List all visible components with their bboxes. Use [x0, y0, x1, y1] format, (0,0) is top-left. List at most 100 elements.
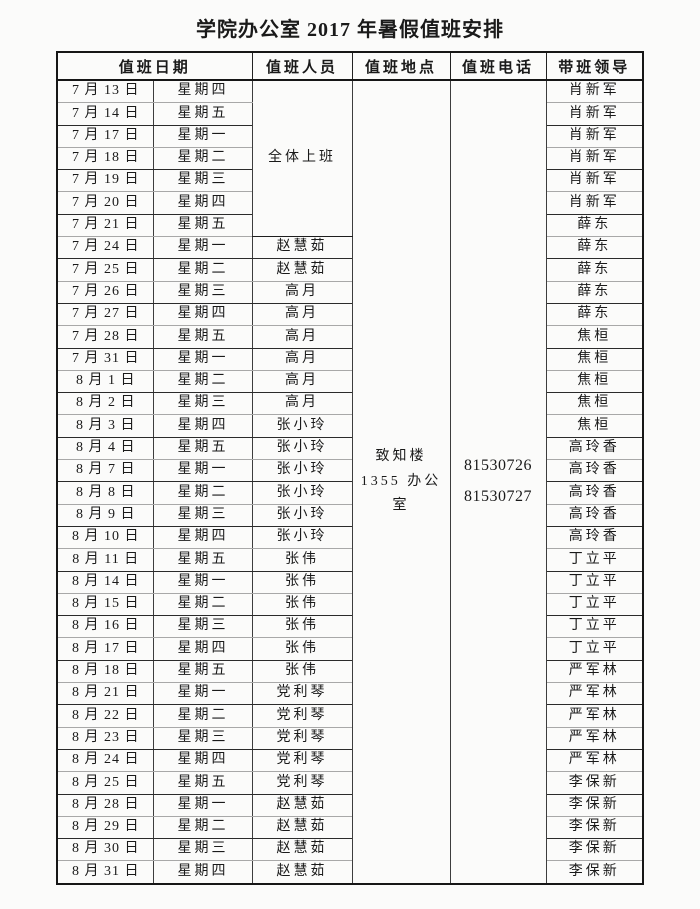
personnel-cell: 赵慧茹: [251, 860, 353, 885]
schedule-row: 8 月 15 日星期二 张伟 丁立平: [56, 593, 644, 617]
leader-cell: 高玲香: [545, 504, 644, 527]
date-cell: 8 月 10 日: [56, 526, 155, 550]
weekday-cell: 星期三: [153, 169, 253, 193]
schedule-row: 8 月 2 日星期三 高月 焦桓: [56, 392, 644, 416]
leader-cell: 严军林: [545, 704, 644, 728]
schedule-row: 8 月 29 日星期二 赵慧茹 李保新: [56, 816, 644, 840]
personnel-merged-cell: 全体上班: [251, 80, 353, 238]
date-cell: 7 月 14 日: [56, 102, 155, 126]
header-duty-location: 值班地点: [351, 51, 451, 81]
date-cell: 8 月 29 日: [56, 816, 155, 840]
schedule-row: 8 月 23 日星期三 党利琴 严军林: [56, 727, 644, 750]
location-cell: 致知楼 1355 办公室: [351, 80, 451, 885]
date-cell: 7 月 28 日: [56, 325, 155, 349]
schedule-row: 8 月 4 日星期五 张小玲 高玲香: [56, 437, 644, 461]
weekday-cell: 星期一: [153, 571, 253, 594]
phone-line: 81530726: [464, 457, 532, 475]
header-row: 值班日期 值班人员 值班地点 值班电话 带班领导: [56, 51, 644, 81]
leader-cell: 薛东: [545, 258, 644, 282]
date-cell: 8 月 15 日: [56, 593, 155, 617]
leader-cell: 高玲香: [545, 437, 644, 461]
schedule-row: 7 月 24 日星期一 赵慧茹 薛东: [56, 236, 644, 260]
weekday-cell: 星期三: [153, 504, 253, 527]
leader-cell: 焦桓: [545, 348, 644, 371]
personnel-cell: 党利琴: [251, 704, 353, 728]
date-cell: 8 月 28 日: [56, 794, 155, 817]
schedule-row: 8 月 21 日星期一 党利琴 严军林: [56, 682, 644, 706]
personnel-cell: 张伟: [251, 637, 353, 661]
personnel-cell: 张小玲: [251, 526, 353, 550]
personnel-cell: 张小玲: [251, 459, 353, 483]
leader-cell: 李保新: [545, 838, 644, 862]
date-cell: 8 月 1 日: [56, 370, 155, 394]
personnel-cell: 高月: [251, 325, 353, 349]
weekday-cell: 星期二: [153, 593, 253, 617]
date-cell: 8 月 22 日: [56, 704, 155, 728]
weekday-cell: 星期二: [153, 704, 253, 728]
personnel-cell: 赵慧茹: [251, 794, 353, 817]
date-cell: 8 月 17 日: [56, 637, 155, 661]
leader-cell: 肖新军: [545, 80, 644, 104]
schedule-row: 7 月 28 日星期五 高月 焦桓: [56, 325, 644, 349]
personnel-cell: 张伟: [251, 571, 353, 594]
leader-cell: 严军林: [545, 660, 644, 684]
leader-cell: 肖新军: [545, 125, 644, 148]
weekday-cell: 星期五: [153, 660, 253, 684]
schedule-row: 7 月 19 日星期三 肖新军: [56, 169, 644, 193]
date-cell: 8 月 24 日: [56, 749, 155, 773]
weekday-cell: 星期三: [153, 281, 253, 304]
weekday-cell: 星期一: [153, 794, 253, 817]
weekday-cell: 星期五: [153, 325, 253, 349]
phone-line: 81530727: [464, 487, 532, 505]
location-line: 致知楼: [375, 449, 427, 465]
schedule-row: 7 月 21 日星期五 薛东: [56, 214, 644, 238]
weekday-cell: 星期二: [153, 816, 253, 840]
weekday-cell: 星期四: [153, 191, 253, 215]
schedule-row: 8 月 16 日星期三 张伟 丁立平: [56, 615, 644, 639]
leader-cell: 薛东: [545, 281, 644, 304]
personnel-cell: 张小玲: [251, 414, 353, 438]
schedule-row: 8 月 17 日星期四 张伟 丁立平: [56, 637, 644, 661]
table-header: 值班日期 值班人员 值班地点 值班电话 带班领导: [56, 51, 644, 81]
weekday-cell: 星期一: [153, 236, 253, 260]
schedule-row: 8 月 9 日星期三 张小玲 高玲香: [56, 504, 644, 527]
leader-cell: 高玲香: [545, 481, 644, 505]
leader-cell: 焦桓: [545, 370, 644, 394]
phone-cell: 81530726 81530727: [449, 80, 547, 885]
location-line: 室: [392, 498, 410, 514]
weekday-cell: 星期三: [153, 392, 253, 416]
leader-cell: 高玲香: [545, 459, 644, 483]
date-cell: 8 月 3 日: [56, 414, 155, 438]
personnel-cell: 张伟: [251, 615, 353, 639]
personnel-cell: 张小玲: [251, 481, 353, 505]
personnel-cell: 高月: [251, 281, 353, 304]
schedule-row: 8 月 10 日星期四 张小玲 高玲香: [56, 526, 644, 550]
document-page: 学院办公室 2017 年暑假值班安排 值班日期 值班人员 值班地点 值班电话 带…: [0, 13, 700, 885]
schedule-row: 8 月 31 日星期四 赵慧茹 李保新: [56, 860, 644, 885]
personnel-cell: 党利琴: [251, 771, 353, 795]
date-cell: 8 月 11 日: [56, 548, 155, 572]
leader-cell: 严军林: [545, 682, 644, 706]
personnel-cell: 高月: [251, 303, 353, 327]
personnel-cell: 高月: [251, 370, 353, 394]
leader-cell: 肖新军: [545, 191, 644, 215]
schedule-row: 7 月 25 日星期二 赵慧茹 薛东: [56, 258, 644, 282]
header-duty-phone: 值班电话: [449, 51, 547, 81]
personnel-cell: 高月: [251, 348, 353, 371]
weekday-cell: 星期一: [153, 125, 253, 148]
schedule-row: 8 月 8 日星期二 张小玲 高玲香: [56, 481, 644, 505]
header-duty-date: 值班日期: [56, 51, 253, 81]
weekday-cell: 星期三: [153, 615, 253, 639]
weekday-cell: 星期四: [153, 80, 253, 104]
leader-cell: 高玲香: [545, 526, 644, 550]
header-duty-personnel: 值班人员: [251, 51, 353, 81]
leader-cell: 李保新: [545, 816, 644, 840]
leader-cell: 严军林: [545, 727, 644, 750]
schedule-row: 8 月 30 日星期三 赵慧茹 李保新: [56, 838, 644, 862]
date-cell: 8 月 8 日: [56, 481, 155, 505]
weekday-cell: 星期五: [153, 102, 253, 126]
leader-cell: 焦桓: [545, 392, 644, 416]
leader-cell: 丁立平: [545, 548, 644, 572]
weekday-cell: 星期二: [153, 147, 253, 171]
personnel-cell: 张伟: [251, 548, 353, 572]
